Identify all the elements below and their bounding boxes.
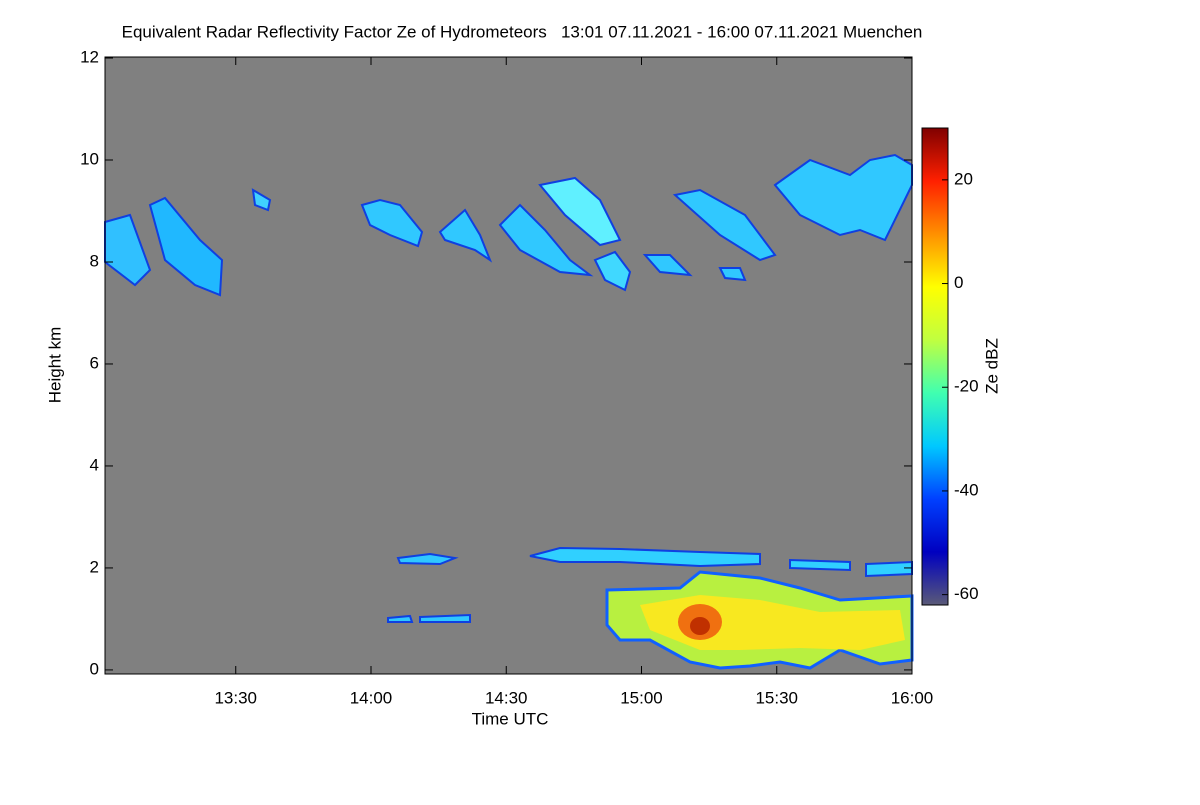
y-tick-label: 4 (90, 455, 99, 474)
plot-area (105, 57, 912, 674)
colorbar-tick-label: -20 (954, 377, 979, 396)
y-tick-label: 10 (80, 149, 99, 168)
y-tick-label: 2 (90, 557, 99, 576)
x-tick-label: 13:30 (214, 688, 257, 707)
y-axis-label: Height km (45, 327, 64, 404)
chart-title: Equivalent Radar Reflectivity Factor Ze … (122, 22, 923, 41)
colorbar-tick-label: -60 (954, 584, 979, 603)
y-tick-label: 6 (90, 353, 99, 372)
x-tick-label: 15:00 (620, 688, 663, 707)
colorbar (921, 127, 949, 606)
x-tick-label: 14:00 (350, 688, 393, 707)
x-tick-label: 14:30 (485, 688, 528, 707)
y-tick-label: 12 (80, 48, 99, 67)
colorbar-tick-label: -40 (954, 480, 979, 499)
colorbar-label: Ze dBZ (982, 338, 1001, 394)
x-tick-label: 16:00 (891, 688, 934, 707)
x-tick-label: 15:30 (755, 688, 798, 707)
plot-frame (104, 56, 913, 675)
y-tick-label: 0 (90, 659, 99, 678)
y-tick-label: 8 (90, 251, 99, 270)
colorbar-tick-label: 20 (954, 169, 973, 188)
echoes (104, 153, 914, 670)
x-axis-label: Time UTC (472, 709, 549, 728)
colorbar-tick-label: 0 (954, 273, 963, 292)
